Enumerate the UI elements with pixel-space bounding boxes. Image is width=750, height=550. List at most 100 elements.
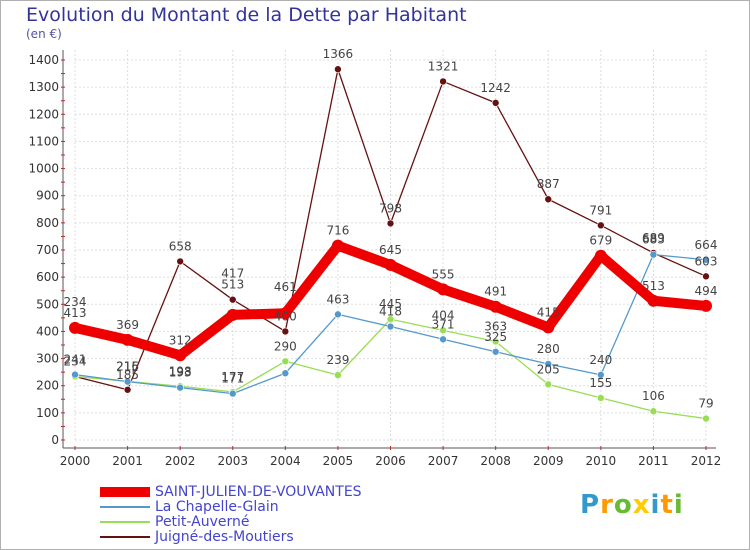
x-tick-label: 2012 [691, 454, 722, 468]
x-tick-label: 2004 [270, 454, 301, 468]
data-label: 791 [589, 203, 612, 217]
data-label: 664 [695, 238, 718, 252]
chart-title: Evolution du Montant de la Dette par Hab… [26, 4, 467, 26]
y-tick-label: 900 [36, 189, 59, 203]
chart-unit: (en €) [26, 27, 62, 41]
x-tick-label: 2002 [165, 454, 196, 468]
data-label: 513 [221, 278, 244, 292]
data-label: 461 [274, 280, 297, 294]
data-label: 193 [169, 366, 192, 380]
x-tick-label: 2007 [428, 454, 459, 468]
proxiti-logo: Proxiti [580, 490, 684, 520]
y-tick-label: 1300 [28, 80, 59, 94]
data-label: 603 [695, 254, 718, 268]
data-point [226, 308, 239, 321]
data-point [544, 380, 553, 389]
data-point [597, 371, 605, 379]
data-point [702, 255, 710, 264]
data-point [121, 333, 134, 346]
data-label: 185 [116, 368, 139, 382]
data-point [702, 272, 710, 281]
data-point [544, 195, 553, 204]
data-point [176, 383, 184, 392]
data-point [439, 77, 447, 86]
data-point [386, 322, 395, 331]
data-point [649, 407, 658, 416]
legend-swatch [100, 487, 150, 497]
data-point [384, 258, 397, 271]
data-point [439, 335, 447, 344]
logo-letter: r [600, 490, 614, 520]
data-point [491, 337, 500, 346]
data-point [594, 249, 607, 262]
data-label: 79 [698, 397, 713, 411]
x-tick-label: 2001 [112, 454, 143, 468]
data-point [281, 357, 290, 366]
y-tick-label: 1000 [28, 162, 59, 176]
data-point [544, 360, 553, 368]
legend-label: SAINT-JULIEN-DE-VOUVANTES [155, 484, 362, 500]
data-label: 198 [169, 364, 192, 378]
x-tick-label: 2005 [323, 454, 354, 468]
data-point [649, 250, 658, 259]
data-label: 205 [537, 362, 560, 376]
data-label: 645 [379, 243, 402, 257]
data-point [439, 326, 447, 335]
y-tick-label: 400 [36, 324, 59, 338]
data-label: 106 [642, 389, 665, 403]
data-label: 1321 [428, 59, 459, 73]
y-tick-label: 300 [36, 352, 59, 366]
data-point [489, 300, 502, 313]
data-label: 234 [64, 354, 87, 368]
y-tick-label: 1100 [28, 134, 59, 148]
data-point [281, 369, 290, 378]
x-tick-label: 2000 [60, 454, 91, 468]
data-label: 513 [642, 279, 665, 293]
x-tick-label: 2010 [586, 454, 617, 468]
data-point [597, 221, 605, 230]
data-point [69, 321, 81, 334]
data-label: 683 [642, 233, 665, 247]
data-point [334, 371, 342, 379]
data-point [228, 389, 237, 398]
data-label: 689 [642, 231, 665, 245]
data-point [491, 99, 500, 107]
data-label: 400 [274, 309, 297, 323]
data-point [281, 327, 290, 336]
data-point [437, 283, 450, 296]
data-label: 494 [695, 284, 718, 298]
data-point [542, 321, 555, 334]
data-point [279, 307, 292, 320]
y-tick-label: 100 [36, 406, 59, 420]
data-label: 491 [484, 285, 507, 299]
data-label: 241 [64, 353, 87, 367]
x-tick-label: 2003 [217, 454, 248, 468]
data-label: 463 [326, 292, 349, 306]
data-label: 555 [432, 267, 455, 281]
data-point [71, 370, 79, 379]
y-tick-label: 200 [36, 379, 59, 393]
data-point [123, 385, 132, 394]
data-label: 445 [379, 297, 402, 311]
data-point [334, 310, 342, 319]
data-label: 325 [484, 330, 507, 344]
data-point [386, 219, 395, 228]
legend-swatch [100, 536, 150, 538]
data-label: 215 [116, 360, 139, 374]
data-point [176, 257, 184, 266]
data-label: 887 [537, 177, 560, 191]
data-label: 290 [274, 339, 297, 353]
data-label: 418 [379, 305, 402, 319]
legend-label: Petit-Auverné [155, 514, 250, 530]
x-tick-label: 2009 [533, 454, 564, 468]
y-tick-label: 0 [51, 433, 59, 447]
logo-letter: i [673, 490, 684, 520]
data-label: 413 [64, 306, 87, 320]
data-point [334, 65, 342, 74]
data-label: 404 [432, 308, 455, 322]
data-label: 415 [537, 305, 560, 319]
data-label: 679 [589, 234, 612, 248]
data-label: 363 [484, 319, 507, 333]
logo-letter: t [660, 490, 674, 520]
